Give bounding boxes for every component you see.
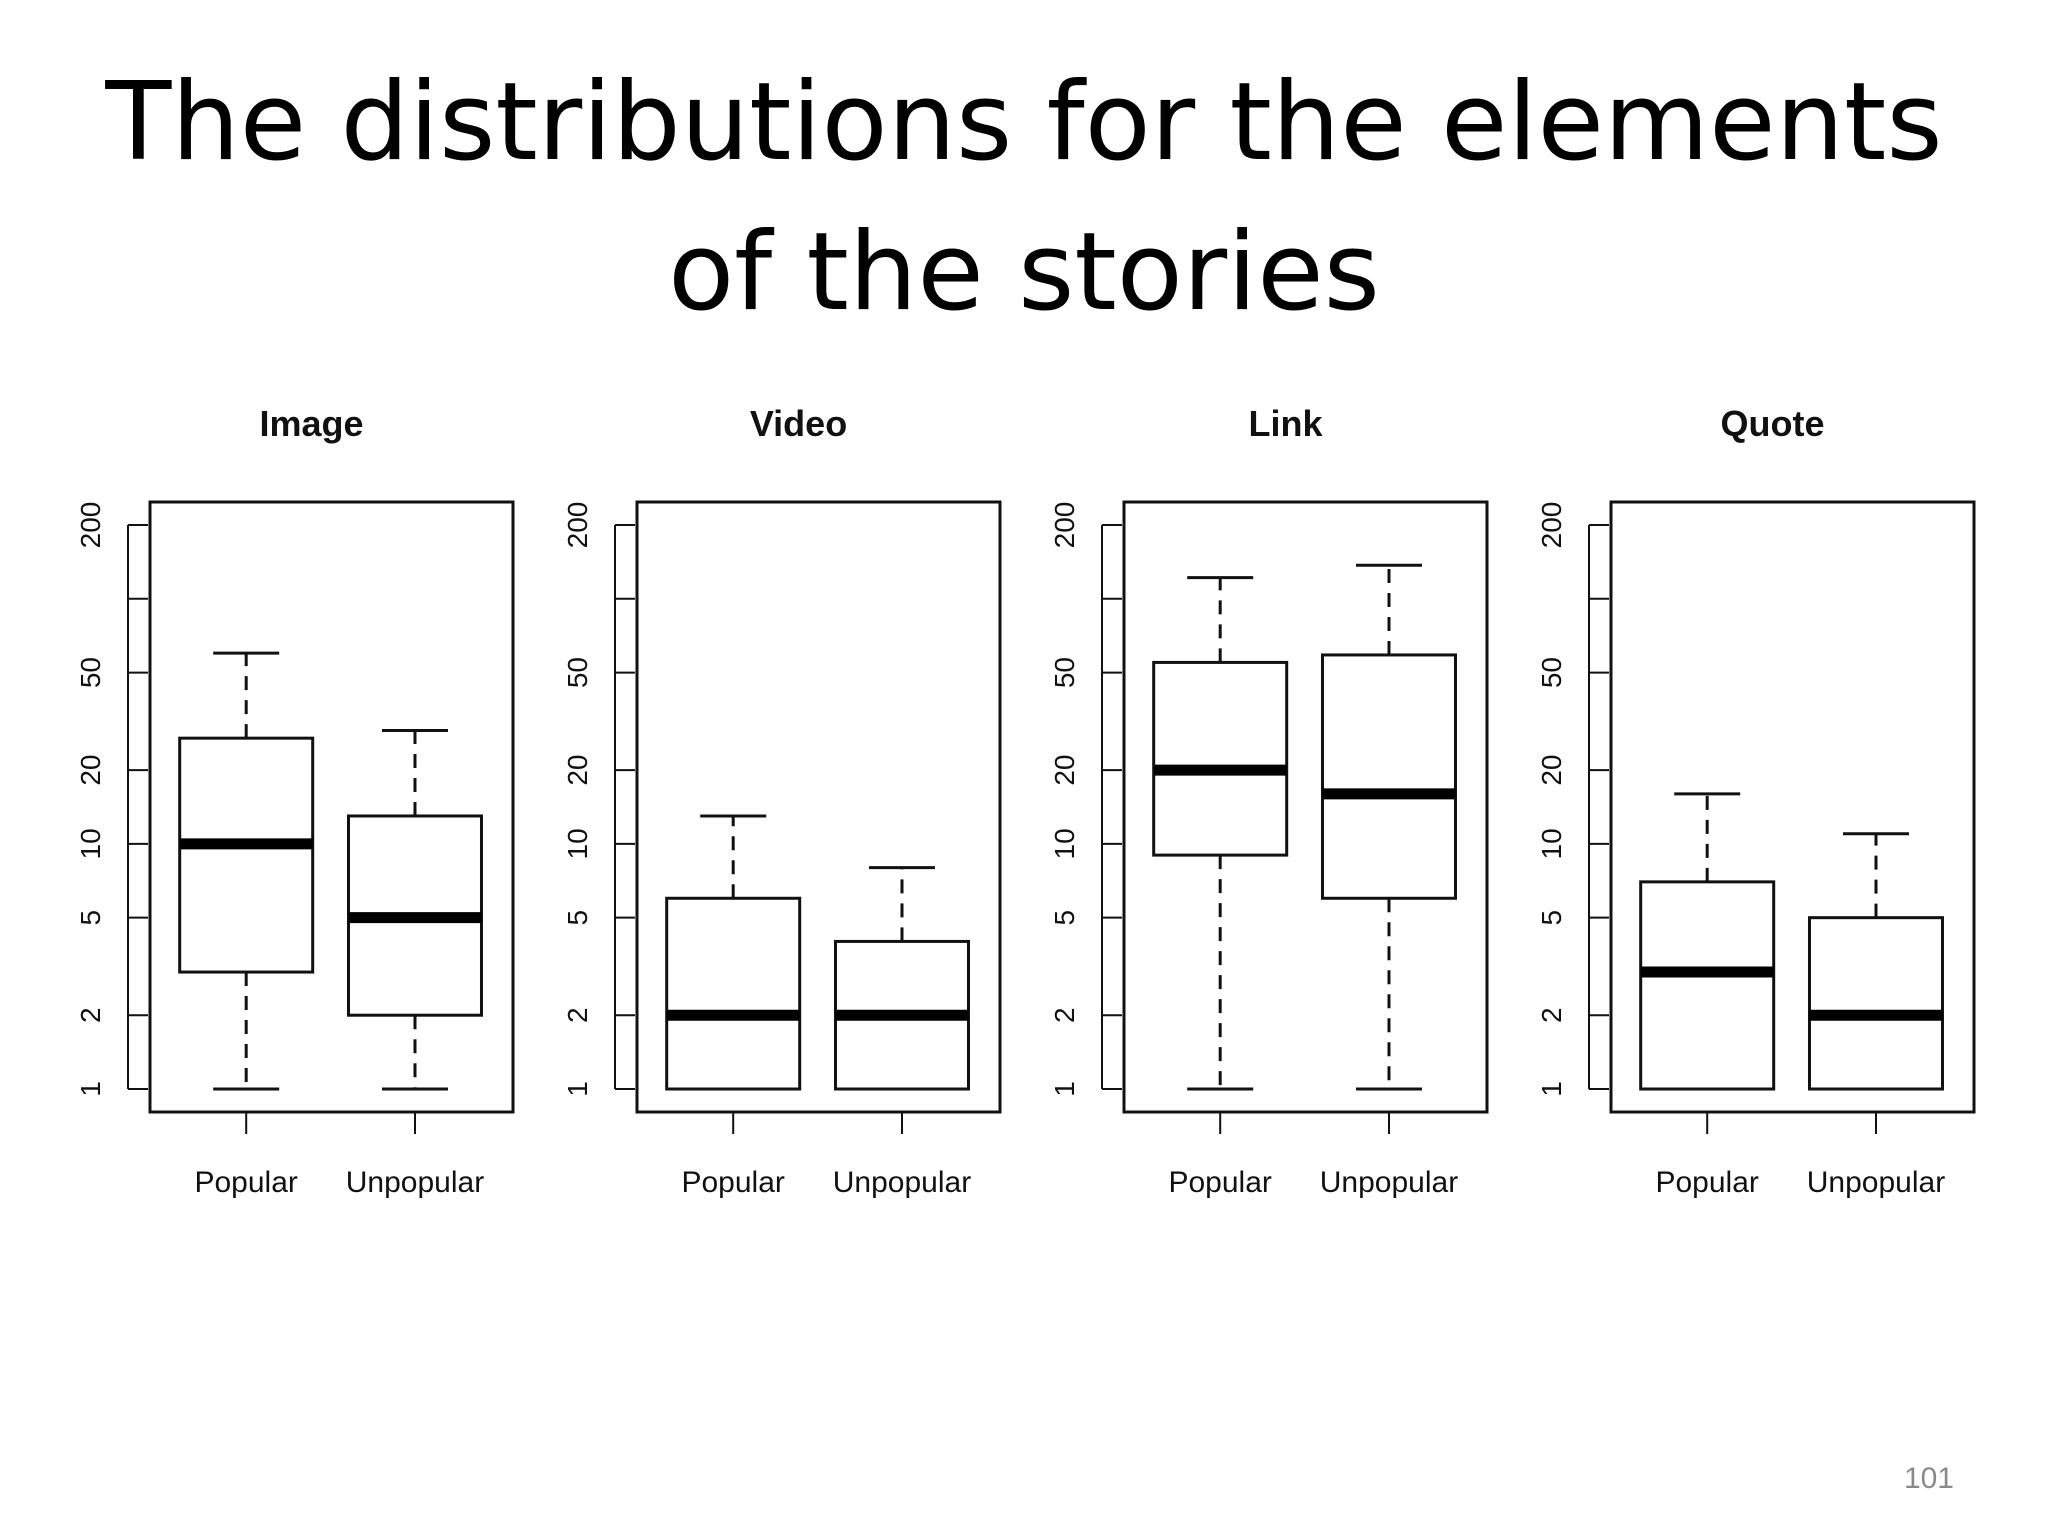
y-tick-label-image-20: 20: [75, 755, 106, 786]
slide-title-line-1: The distributions for the elements: [105, 60, 1943, 185]
box-link-unpopular: [1320, 653, 1457, 900]
slide-title-line-2: of the stories: [668, 210, 1380, 335]
x-label-quote-unpopular: Unpopular: [1807, 1166, 1945, 1199]
y-tick-label-quote-50: 50: [1536, 657, 1567, 688]
y-tick-label-link-10: 10: [1049, 828, 1080, 859]
x-label-video-popular: Popular: [681, 1166, 784, 1199]
y-tick-label-quote-20: 20: [1536, 755, 1567, 786]
y-tick-label-image-5: 5: [75, 910, 106, 926]
panel-title-video: Video: [750, 403, 847, 444]
y-tick-label-link-200: 200: [1049, 502, 1080, 549]
box-image-popular: [178, 736, 315, 974]
page-number: 101: [1903, 1462, 1954, 1495]
x-label-video-unpopular: Unpopular: [833, 1166, 971, 1199]
box-link-popular: [1152, 660, 1289, 857]
panel-title-image: Image: [259, 403, 363, 444]
y-tick-label-quote-10: 10: [1536, 828, 1567, 859]
plot-frame-image: [148, 500, 515, 1114]
y-tick-label-image-50: 50: [75, 657, 106, 688]
panel-title-quote: Quote: [1721, 403, 1825, 444]
y-tick-label-link-20: 20: [1049, 755, 1080, 786]
y-tick-label-video-5: 5: [562, 910, 593, 926]
y-tick-label-quote-200: 200: [1536, 502, 1567, 549]
y-tick-label-image-200: 200: [75, 502, 106, 549]
y-tick-label-image-10: 10: [75, 828, 106, 859]
box-video-popular: [665, 896, 802, 1091]
y-tick-label-link-1: 1: [1049, 1081, 1080, 1097]
box-quote-unpopular: [1807, 916, 1944, 1091]
y-tick-label-video-50: 50: [562, 657, 593, 688]
y-tick-label-link-5: 5: [1049, 910, 1080, 926]
box-quote-popular: [1639, 880, 1776, 1091]
y-tick-label-image-2: 2: [75, 1007, 106, 1023]
x-label-link-popular: Popular: [1168, 1166, 1271, 1199]
panel-title-link: Link: [1248, 403, 1323, 444]
y-tick-label-quote-5: 5: [1536, 910, 1567, 926]
y-tick-label-link-50: 50: [1049, 657, 1080, 688]
x-label-image-unpopular: Unpopular: [346, 1166, 484, 1199]
plot-frame-quote: [1609, 500, 1976, 1114]
y-tick-label-video-200: 200: [562, 502, 593, 549]
y-tick-label-quote-1: 1: [1536, 1081, 1567, 1097]
y-tick-label-video-10: 10: [562, 828, 593, 859]
plot-frame-video: [635, 500, 1002, 1114]
y-tick-label-video-2: 2: [562, 1007, 593, 1023]
x-label-quote-popular: Popular: [1655, 1166, 1758, 1199]
y-tick-label-link-2: 2: [1049, 1007, 1080, 1023]
y-tick-label-quote-2: 2: [1536, 1007, 1567, 1023]
x-label-image-popular: Popular: [194, 1166, 297, 1199]
y-tick-label-video-1: 1: [562, 1081, 593, 1097]
y-tick-label-image-1: 1: [75, 1081, 106, 1097]
slide-title: The distributions for the elements of th…: [0, 48, 2048, 348]
plot-frame-link: [1122, 500, 1489, 1114]
y-tick-label-video-20: 20: [562, 755, 593, 786]
x-label-link-unpopular: Unpopular: [1320, 1166, 1458, 1199]
